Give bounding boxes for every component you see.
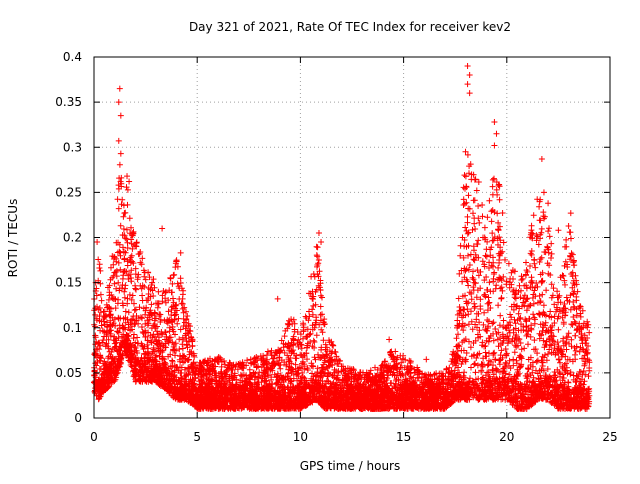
data-point bbox=[567, 210, 574, 217]
data-point bbox=[177, 249, 184, 256]
x-tick-label: 15 bbox=[396, 430, 411, 444]
data-point bbox=[545, 200, 552, 207]
data-point bbox=[159, 225, 166, 232]
y-tick-label: 0.25 bbox=[55, 185, 82, 199]
data-point bbox=[423, 356, 430, 363]
data-point bbox=[124, 173, 131, 180]
y-tick-label: 0.2 bbox=[63, 231, 82, 245]
y-axis-label: ROTI / TECUs bbox=[6, 199, 20, 278]
data-points bbox=[91, 63, 593, 412]
data-point bbox=[540, 189, 547, 196]
data-point bbox=[315, 229, 322, 236]
y-tick-label: 0.3 bbox=[63, 140, 82, 154]
axis-ticks: 0 5 10 15 20 25 0 0.05 0.1 0.15 0.2 0.25 0.3 0.35 0.4 bbox=[55, 50, 617, 444]
data-point bbox=[94, 239, 101, 246]
data-point bbox=[464, 81, 471, 88]
y-tick-label: 0.1 bbox=[63, 321, 82, 335]
data-point bbox=[491, 142, 498, 149]
x-tick-label: 10 bbox=[293, 430, 308, 444]
data-point bbox=[491, 118, 498, 125]
data-point bbox=[462, 148, 469, 155]
x-tick-label: 5 bbox=[193, 430, 201, 444]
data-point bbox=[115, 137, 122, 144]
data-point bbox=[117, 112, 124, 119]
data-point bbox=[318, 239, 325, 246]
y-tick-label: 0.35 bbox=[55, 95, 82, 109]
data-point bbox=[466, 72, 473, 79]
data-point bbox=[528, 222, 535, 229]
x-tick-label: 20 bbox=[499, 430, 514, 444]
data-point bbox=[466, 90, 473, 97]
scatter-markers bbox=[91, 151, 593, 412]
y-tick-label: 0.05 bbox=[55, 366, 82, 380]
y-tick-label: 0 bbox=[74, 411, 82, 425]
x-tick-label: 25 bbox=[602, 430, 617, 444]
data-point bbox=[116, 85, 123, 92]
data-point bbox=[495, 182, 502, 189]
data-point bbox=[493, 130, 500, 137]
x-tick-label: 0 bbox=[90, 430, 98, 444]
chart-title: Day 321 of 2021, Rate Of TEC Index for r… bbox=[189, 20, 511, 34]
y-tick-label: 0.4 bbox=[63, 50, 82, 64]
data-point bbox=[115, 99, 122, 106]
data-point bbox=[117, 150, 124, 157]
y-tick-label: 0.15 bbox=[55, 276, 82, 290]
data-point bbox=[126, 178, 133, 185]
data-point bbox=[538, 155, 545, 162]
data-point bbox=[464, 63, 471, 70]
data-point bbox=[274, 295, 281, 302]
data-point bbox=[555, 227, 562, 234]
data-point bbox=[386, 336, 393, 343]
x-axis-label: GPS time / hours bbox=[300, 459, 401, 473]
